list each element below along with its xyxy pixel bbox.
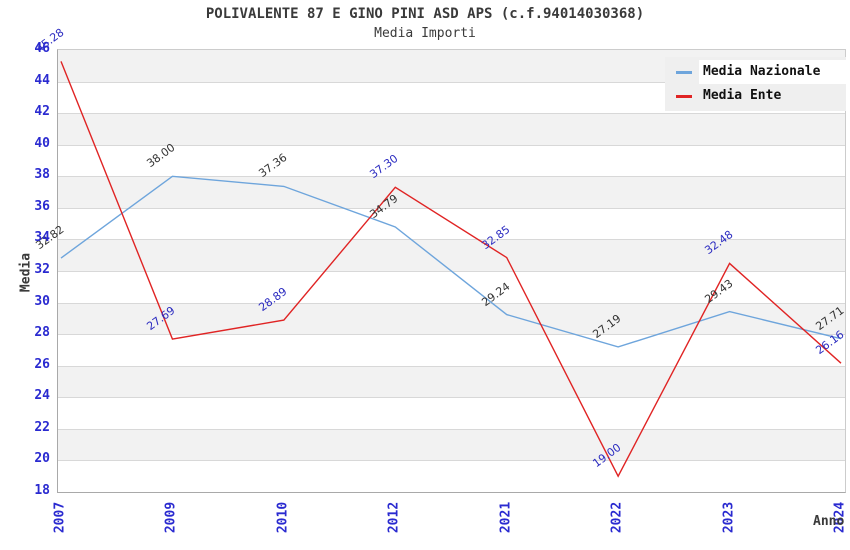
y-tick-label: 42 <box>34 104 50 120</box>
plot-band <box>58 302 845 335</box>
series-line-media-ente <box>60 61 842 478</box>
legend-label: Media Ente <box>703 88 782 103</box>
x-tick-label: 2022 <box>609 501 625 534</box>
plot-band <box>58 176 845 208</box>
gridline <box>58 113 845 114</box>
plot-band <box>58 428 845 461</box>
y-tick-label: 26 <box>34 356 50 372</box>
y-tick-label: 32 <box>34 262 50 277</box>
series-lines <box>60 61 842 478</box>
x-axis-title: Anno <box>813 514 845 529</box>
x-tick-label: 2023 <box>721 501 737 534</box>
y-axis-title: Media <box>18 252 34 293</box>
gridline <box>58 460 845 461</box>
y-tick-label: 44 <box>34 72 50 88</box>
gridline <box>58 397 845 398</box>
y-tick-label: 24 <box>34 388 50 404</box>
gridline <box>58 208 845 209</box>
y-tick-label: 34 <box>34 230 50 246</box>
plot-area: 32.82 38.00 37.36 34.79 29.24 27.19 29.43 27.71… <box>33 26 846 493</box>
plot-band <box>58 365 845 398</box>
gridline <box>58 239 845 240</box>
gridline <box>58 429 845 430</box>
legend-swatch <box>676 94 692 98</box>
y-tick-label: 18 <box>34 483 50 498</box>
x-tick-label: 2010 <box>275 501 291 534</box>
gridline <box>58 334 845 335</box>
series-line-media-nazionale <box>60 175 842 348</box>
y-tick-label: 30 <box>34 293 50 309</box>
y-tick-label: 22 <box>34 419 50 435</box>
legend-label: Media Nazionale <box>699 60 846 84</box>
gridline <box>58 366 845 367</box>
x-tick-label: 2021 <box>498 501 514 534</box>
chart-title: POLIVALENTE 87 E GINO PINI ASD APS (c.f.… <box>205 6 645 22</box>
gridline <box>58 82 845 83</box>
y-tick-label: 46 <box>34 41 50 56</box>
legend-swatch <box>676 70 692 74</box>
legend-item-media-nazionale: Media Nazionale <box>665 60 846 84</box>
legend: Media Nazionale Media Ente <box>665 57 846 111</box>
y-tick-label: 20 <box>34 451 50 467</box>
plot-band <box>58 239 845 271</box>
y-tick-label: 28 <box>34 325 50 341</box>
gridline <box>58 303 845 304</box>
plot-band <box>58 113 845 145</box>
x-tick-label: 2009 <box>163 501 179 534</box>
y-tick-label: 38 <box>34 167 50 183</box>
legend-item-media-ente: Media Ente <box>665 84 846 108</box>
y-tick-label: 40 <box>34 135 50 151</box>
x-tick-label: 2007 <box>52 501 68 534</box>
gridline <box>58 176 845 177</box>
x-tick-label: 2012 <box>386 501 402 534</box>
gridline <box>58 145 845 146</box>
y-tick-label: 36 <box>34 198 50 214</box>
chart-subtitle: Media Importi <box>374 26 476 41</box>
